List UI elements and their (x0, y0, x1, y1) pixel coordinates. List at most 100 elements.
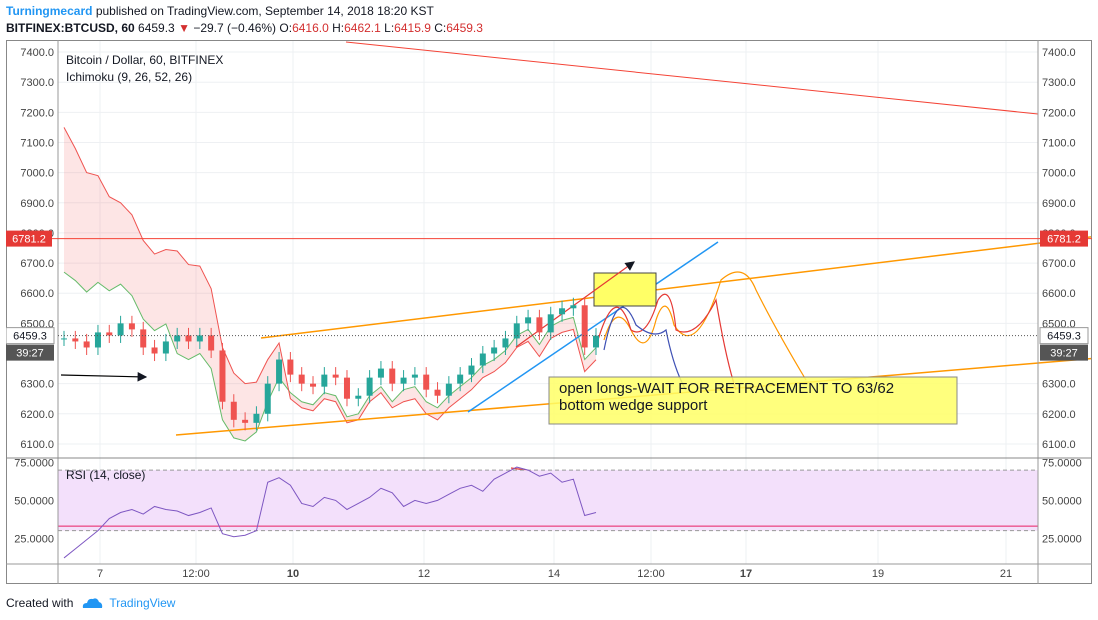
open-value: 6416.0 (292, 21, 329, 35)
candle-body (128, 323, 135, 330)
blue-projection (603, 306, 687, 391)
annotation-box (548, 376, 958, 425)
published-text: published on TradingView.com, September … (95, 4, 434, 18)
last-price-label-right: 6459.3 (1047, 331, 1081, 343)
price-tick-label-left: 7000.0 (20, 168, 54, 180)
countdown-label-right: 39:27 (1050, 348, 1078, 360)
tradingview-logo-icon (83, 598, 103, 608)
candle-body (559, 308, 566, 315)
candle-body (276, 359, 283, 384)
candle-body (253, 413, 260, 423)
time-tick-label: 19 (872, 568, 884, 580)
price-tick-label-right: 7100.0 (1042, 137, 1076, 149)
candle-body (61, 338, 67, 340)
rsi-line (63, 466, 597, 559)
close-label: C: (434, 21, 447, 35)
time-tick-label: 7 (97, 568, 103, 580)
price-tick-label-right: 6600.0 (1042, 288, 1076, 300)
high-label: H: (332, 21, 345, 35)
candle-body (140, 329, 147, 348)
candle-body (536, 317, 543, 333)
candle-body (310, 383, 317, 387)
candle-body (151, 347, 158, 354)
rsi-label: RSI (14, close) (66, 468, 145, 482)
countdown-badge-left (6, 344, 54, 361)
time-tick-label: 12 (418, 568, 430, 580)
price-tick-label-left: 6200.0 (20, 409, 54, 421)
ohlc-line: BITFINEX:BTCUSD, 60 6459.3 ▼ −29.7 (−0.4… (6, 20, 1092, 37)
publish-line: Turningmecard published on TradingView.c… (6, 3, 1092, 20)
price-tick-label-left: 6700.0 (20, 258, 54, 270)
symbol-label[interactable]: BITFINEX:BTCUSD, 60 (6, 21, 135, 35)
candle-body (174, 335, 181, 342)
low-label: L: (384, 21, 395, 35)
low-value: 6415.9 (394, 21, 431, 35)
candle-body (513, 323, 520, 339)
candle-body (355, 395, 362, 399)
price-tick-label-left: 7300.0 (20, 77, 54, 89)
last-price: 6459.3 (138, 21, 175, 35)
candle-body (434, 389, 441, 396)
price-tick-label-left: 6100.0 (20, 439, 54, 451)
candle-body (423, 374, 430, 390)
candle-body (321, 374, 328, 387)
ichimoku-cloud (64, 127, 596, 441)
chart-title: Bitcoin / Dollar, 60, BITFINEX (66, 53, 223, 67)
candle-body (491, 347, 498, 354)
candle-body (219, 350, 226, 402)
annotation-line-1: open longs-WAIT FOR RETRACEMENT TO 63/62 (559, 380, 894, 397)
candle-body (343, 377, 350, 399)
rsi-band-fill (58, 470, 1038, 531)
price-tick-label-left: 6600.0 (20, 288, 54, 300)
candle-body (94, 332, 101, 348)
price-tick-label-left: 6900.0 (20, 198, 54, 210)
chart-area[interactable]: open longs-WAIT FOR RETRACEMENT TO 63/62… (6, 40, 1092, 584)
ichimoku-label: Ichimoku (9, 26, 52, 26) (66, 70, 192, 84)
last-price-badge-left (6, 327, 55, 345)
time-tick-label: 12:00 (182, 568, 210, 580)
rsi-tick-label-right: 25.0000 (1042, 533, 1082, 545)
down-arrow-icon: ▼ (178, 21, 190, 35)
black-arrow (60, 372, 148, 382)
candle-body (366, 377, 373, 396)
candle-body (72, 338, 79, 342)
open-label: O: (279, 21, 293, 35)
candle-body (389, 368, 396, 384)
candle-body (106, 332, 113, 336)
candle-body (502, 338, 509, 348)
rsi-tick-label-left: 25.0000 (14, 533, 54, 545)
candle-body (208, 335, 215, 351)
candle-body (400, 377, 407, 384)
rsi-tick-label-left: 75.0000 (14, 458, 54, 470)
candle-body (411, 374, 418, 378)
author-link[interactable]: Turningmecard (6, 4, 93, 18)
candle-body (468, 365, 475, 375)
candle-body (264, 383, 271, 414)
price-tick-label-left: 7100.0 (20, 137, 54, 149)
close-value: 6459.3 (446, 21, 483, 35)
candle-body (525, 317, 532, 324)
rsi-tick-label-left: 50.0000 (14, 495, 54, 507)
candle-body (287, 359, 294, 375)
candle-body (162, 341, 169, 354)
chart-canvas[interactable]: open longs-WAIT FOR RETRACEMENT TO 63/62… (6, 40, 1092, 584)
price-tick-label-right: 6900.0 (1042, 198, 1076, 210)
ichimoku-span-a (63, 271, 597, 442)
price-change: −29.7 (−0.46%) (193, 21, 277, 35)
candle-body (593, 335, 599, 348)
resistance-label-left: 6781.2 (12, 234, 46, 246)
price-tick-label-right: 7000.0 (1042, 168, 1076, 180)
candle-body (377, 368, 384, 378)
wedge-resistance-line (260, 235, 1092, 339)
price-tick-label-left: 6300.0 (20, 379, 54, 391)
tradingview-link[interactable]: TradingView (109, 596, 176, 610)
candle-body (196, 335, 203, 342)
candle-body (242, 419, 249, 423)
chart-border (6, 40, 1092, 584)
rsi-tick-label-right: 75.0000 (1042, 458, 1082, 470)
resistance-badge-left (6, 230, 52, 247)
price-tick-label-right: 6100.0 (1042, 439, 1076, 451)
time-tick-label: 10 (287, 568, 299, 580)
candle-body (230, 401, 237, 420)
time-tick-label: 21 (1000, 568, 1012, 580)
